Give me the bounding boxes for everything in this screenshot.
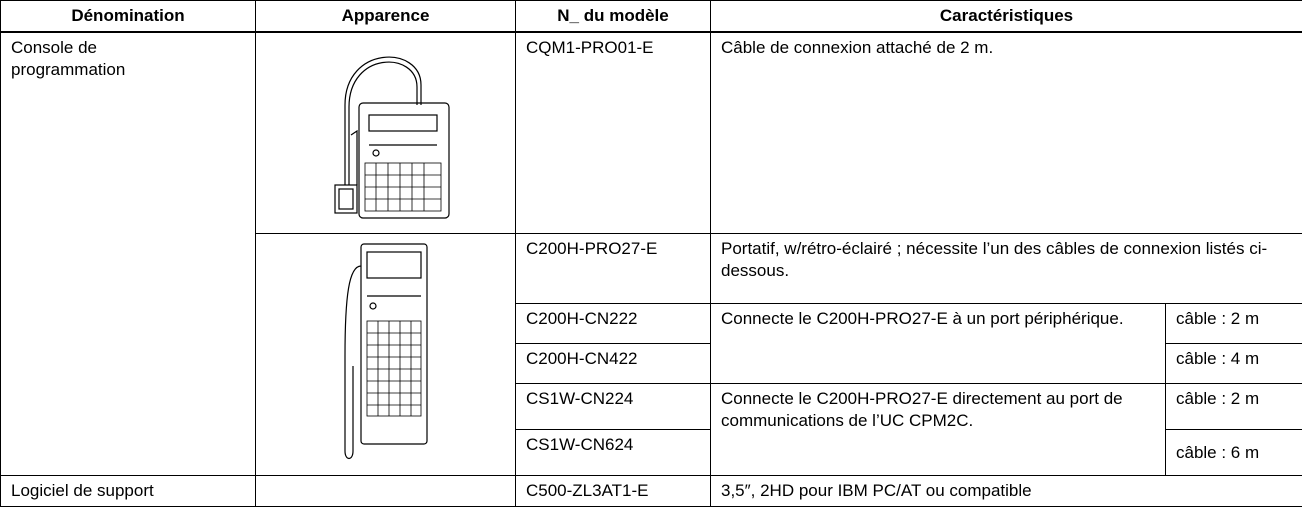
header-cell: Caractéristiques: [711, 1, 1302, 33]
cable-cell: câble : 4 m: [1166, 344, 1302, 384]
feature-cell: 3,5″, 2HD pour IBM PC/AT ou compatible: [711, 476, 1302, 507]
feature-cell: Connecte le C200H-PRO27-E directement au…: [711, 384, 1166, 476]
model-cell: CS1W-CN624: [516, 430, 711, 476]
model-cell: C200H-CN422: [516, 344, 711, 384]
cable-cell: câble : 6 m: [1166, 430, 1302, 476]
feature-cell: Connecte le C200H-PRO27-E à un port péri…: [711, 304, 1166, 384]
header-row: Dénomination Apparence N_ du modèle Cara…: [1, 1, 1302, 33]
model-cell: C200H-CN222: [516, 304, 711, 344]
header-cell: Dénomination: [1, 1, 256, 33]
image-cell: [256, 476, 516, 507]
header-cell: N_ du modèle: [516, 1, 711, 33]
model-cell: CS1W-CN224: [516, 384, 711, 430]
header-cell: Apparence: [256, 1, 516, 33]
cable-cell: câble : 2 m: [1166, 384, 1302, 430]
console-image: [331, 236, 441, 466]
feature-cell: Câble de connexion attaché de 2 m.: [711, 32, 1302, 234]
cable-cell: câble : 2 m: [1166, 304, 1302, 344]
row: Console de programmation CQM1-PRO01-E Câ…: [1, 32, 1302, 234]
image-cell: [256, 32, 516, 234]
name-cell: Logiciel de support: [1, 476, 256, 507]
row: Logiciel de support C500-ZL3AT1-E 3,5″, …: [1, 476, 1302, 507]
feature-cell: Portatif, w/rétro-éclairé ; nécessite l’…: [711, 234, 1302, 304]
model-cell: CQM1-PRO01-E: [516, 32, 711, 234]
model-cell: C200H-PRO27-E: [516, 234, 711, 304]
name-cell: Console de programmation: [1, 32, 256, 476]
console-image: [321, 35, 451, 225]
name: Console de programmation: [11, 37, 181, 81]
image-cell: [256, 234, 516, 476]
model-cell: C500-ZL3AT1-E: [516, 476, 711, 507]
